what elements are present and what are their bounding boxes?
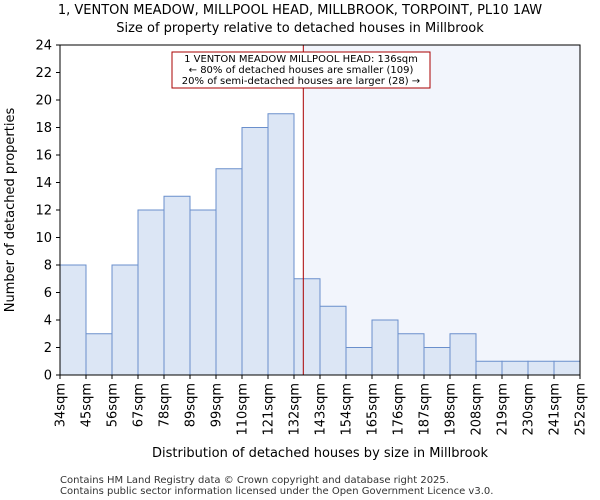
y-tick-label-24: 24 — [35, 39, 52, 54]
bar-219sqm — [501, 360, 529, 376]
footer-line2: Contains public sector information licen… — [60, 486, 493, 497]
y-tick-label-12: 12 — [35, 204, 52, 219]
bar-34sqm — [59, 264, 87, 376]
bar-89sqm — [189, 209, 217, 376]
x-tick-label-165sqm: 165sqm — [366, 383, 381, 436]
x-tick-label-187sqm: 187sqm — [418, 383, 433, 436]
x-tick-label-241sqm: 241sqm — [548, 383, 563, 436]
x-tick-label-219sqm: 219sqm — [496, 383, 511, 436]
y-tick-label-4: 4 — [44, 314, 52, 329]
y-tick-label-20: 20 — [35, 94, 52, 109]
bar-241sqm — [553, 360, 581, 376]
x-tick-label-110sqm: 110sqm — [236, 383, 251, 436]
chart-title-line2: Size of property relative to detached ho… — [116, 21, 484, 36]
x-tick-label-154sqm: 154sqm — [340, 383, 355, 436]
bar-56sqm — [111, 264, 139, 376]
y-tick-label-0: 0 — [44, 369, 52, 384]
x-tick-label-230sqm: 230sqm — [522, 383, 537, 436]
x-tick-label-143sqm: 143sqm — [314, 383, 329, 436]
y-tick-label-2: 2 — [44, 341, 52, 356]
x-tick-label-252sqm: 252sqm — [574, 383, 589, 436]
x-tick-label-34sqm: 34sqm — [54, 383, 69, 427]
annotation-line1: 1 VENTON MEADOW MILLPOOL HEAD: 136sqm — [184, 54, 418, 65]
bar-67sqm — [137, 209, 165, 376]
x-axis-label: Distribution of detached houses by size … — [152, 446, 488, 461]
bar-99sqm — [215, 168, 243, 376]
bars-group — [59, 113, 581, 376]
x-tick-label-132sqm: 132sqm — [288, 383, 303, 436]
x-axis: 34sqm 45sqm 56sqm 67sqm 78sqm 89sqm 99sqm 110sq… — [54, 375, 589, 436]
plot-frame — [59, 44, 581, 376]
x-tick-label-198sqm: 198sqm — [444, 383, 459, 436]
y-tick-label-6: 6 — [44, 286, 52, 301]
bar-45sqm — [85, 333, 113, 376]
bar-165sqm — [371, 319, 399, 376]
y-tick-label-8: 8 — [44, 259, 52, 274]
bar-132sqm — [293, 278, 321, 376]
x-tick-label-67sqm: 67sqm — [132, 383, 147, 427]
x-tick-label-45sqm: 45sqm — [80, 383, 95, 427]
bar-121sqm — [267, 113, 295, 376]
x-tick-label-56sqm: 56sqm — [106, 383, 121, 427]
x-tick-label-208sqm: 208sqm — [470, 383, 485, 436]
bar-187sqm — [423, 347, 451, 376]
bar-208sqm — [475, 360, 503, 376]
y-tick-label-18: 18 — [35, 121, 52, 136]
annotation-line3: 20% of semi-detached houses are larger (… — [182, 76, 420, 87]
bar-154sqm — [345, 347, 373, 376]
chart-title-line1: 1, VENTON MEADOW, MILLPOOL HEAD, MILLBRO… — [58, 3, 542, 18]
x-tick-label-121sqm: 121sqm — [262, 383, 277, 436]
annotation-box: 1 VENTON MEADOW MILLPOOL HEAD: 136sqm ← … — [171, 51, 431, 89]
bar-143sqm — [319, 305, 347, 376]
annotation-line2: ← 80% of detached houses are smaller (10… — [189, 65, 414, 76]
bar-230sqm — [527, 360, 555, 376]
bar-110sqm — [241, 127, 269, 376]
y-tick-label-14: 14 — [35, 176, 52, 191]
x-tick-label-89sqm: 89sqm — [184, 383, 199, 427]
annotation-frame — [171, 51, 431, 89]
larger-region-highlight — [303, 45, 580, 375]
x-tick-label-176sqm: 176sqm — [392, 383, 407, 436]
y-tick-label-22: 22 — [35, 66, 52, 81]
y-tick-label-16: 16 — [35, 149, 52, 164]
footer-line1: Contains HM Land Registry data © Crown c… — [60, 475, 449, 486]
x-tick-label-78sqm: 78sqm — [158, 383, 173, 427]
bar-198sqm — [449, 333, 477, 376]
y-axis-label: Number of detached properties — [3, 108, 18, 313]
bar-78sqm — [163, 195, 191, 376]
y-tick-label-10: 10 — [35, 231, 52, 246]
x-tick-label-99sqm: 99sqm — [210, 383, 225, 427]
bar-176sqm — [397, 333, 425, 376]
